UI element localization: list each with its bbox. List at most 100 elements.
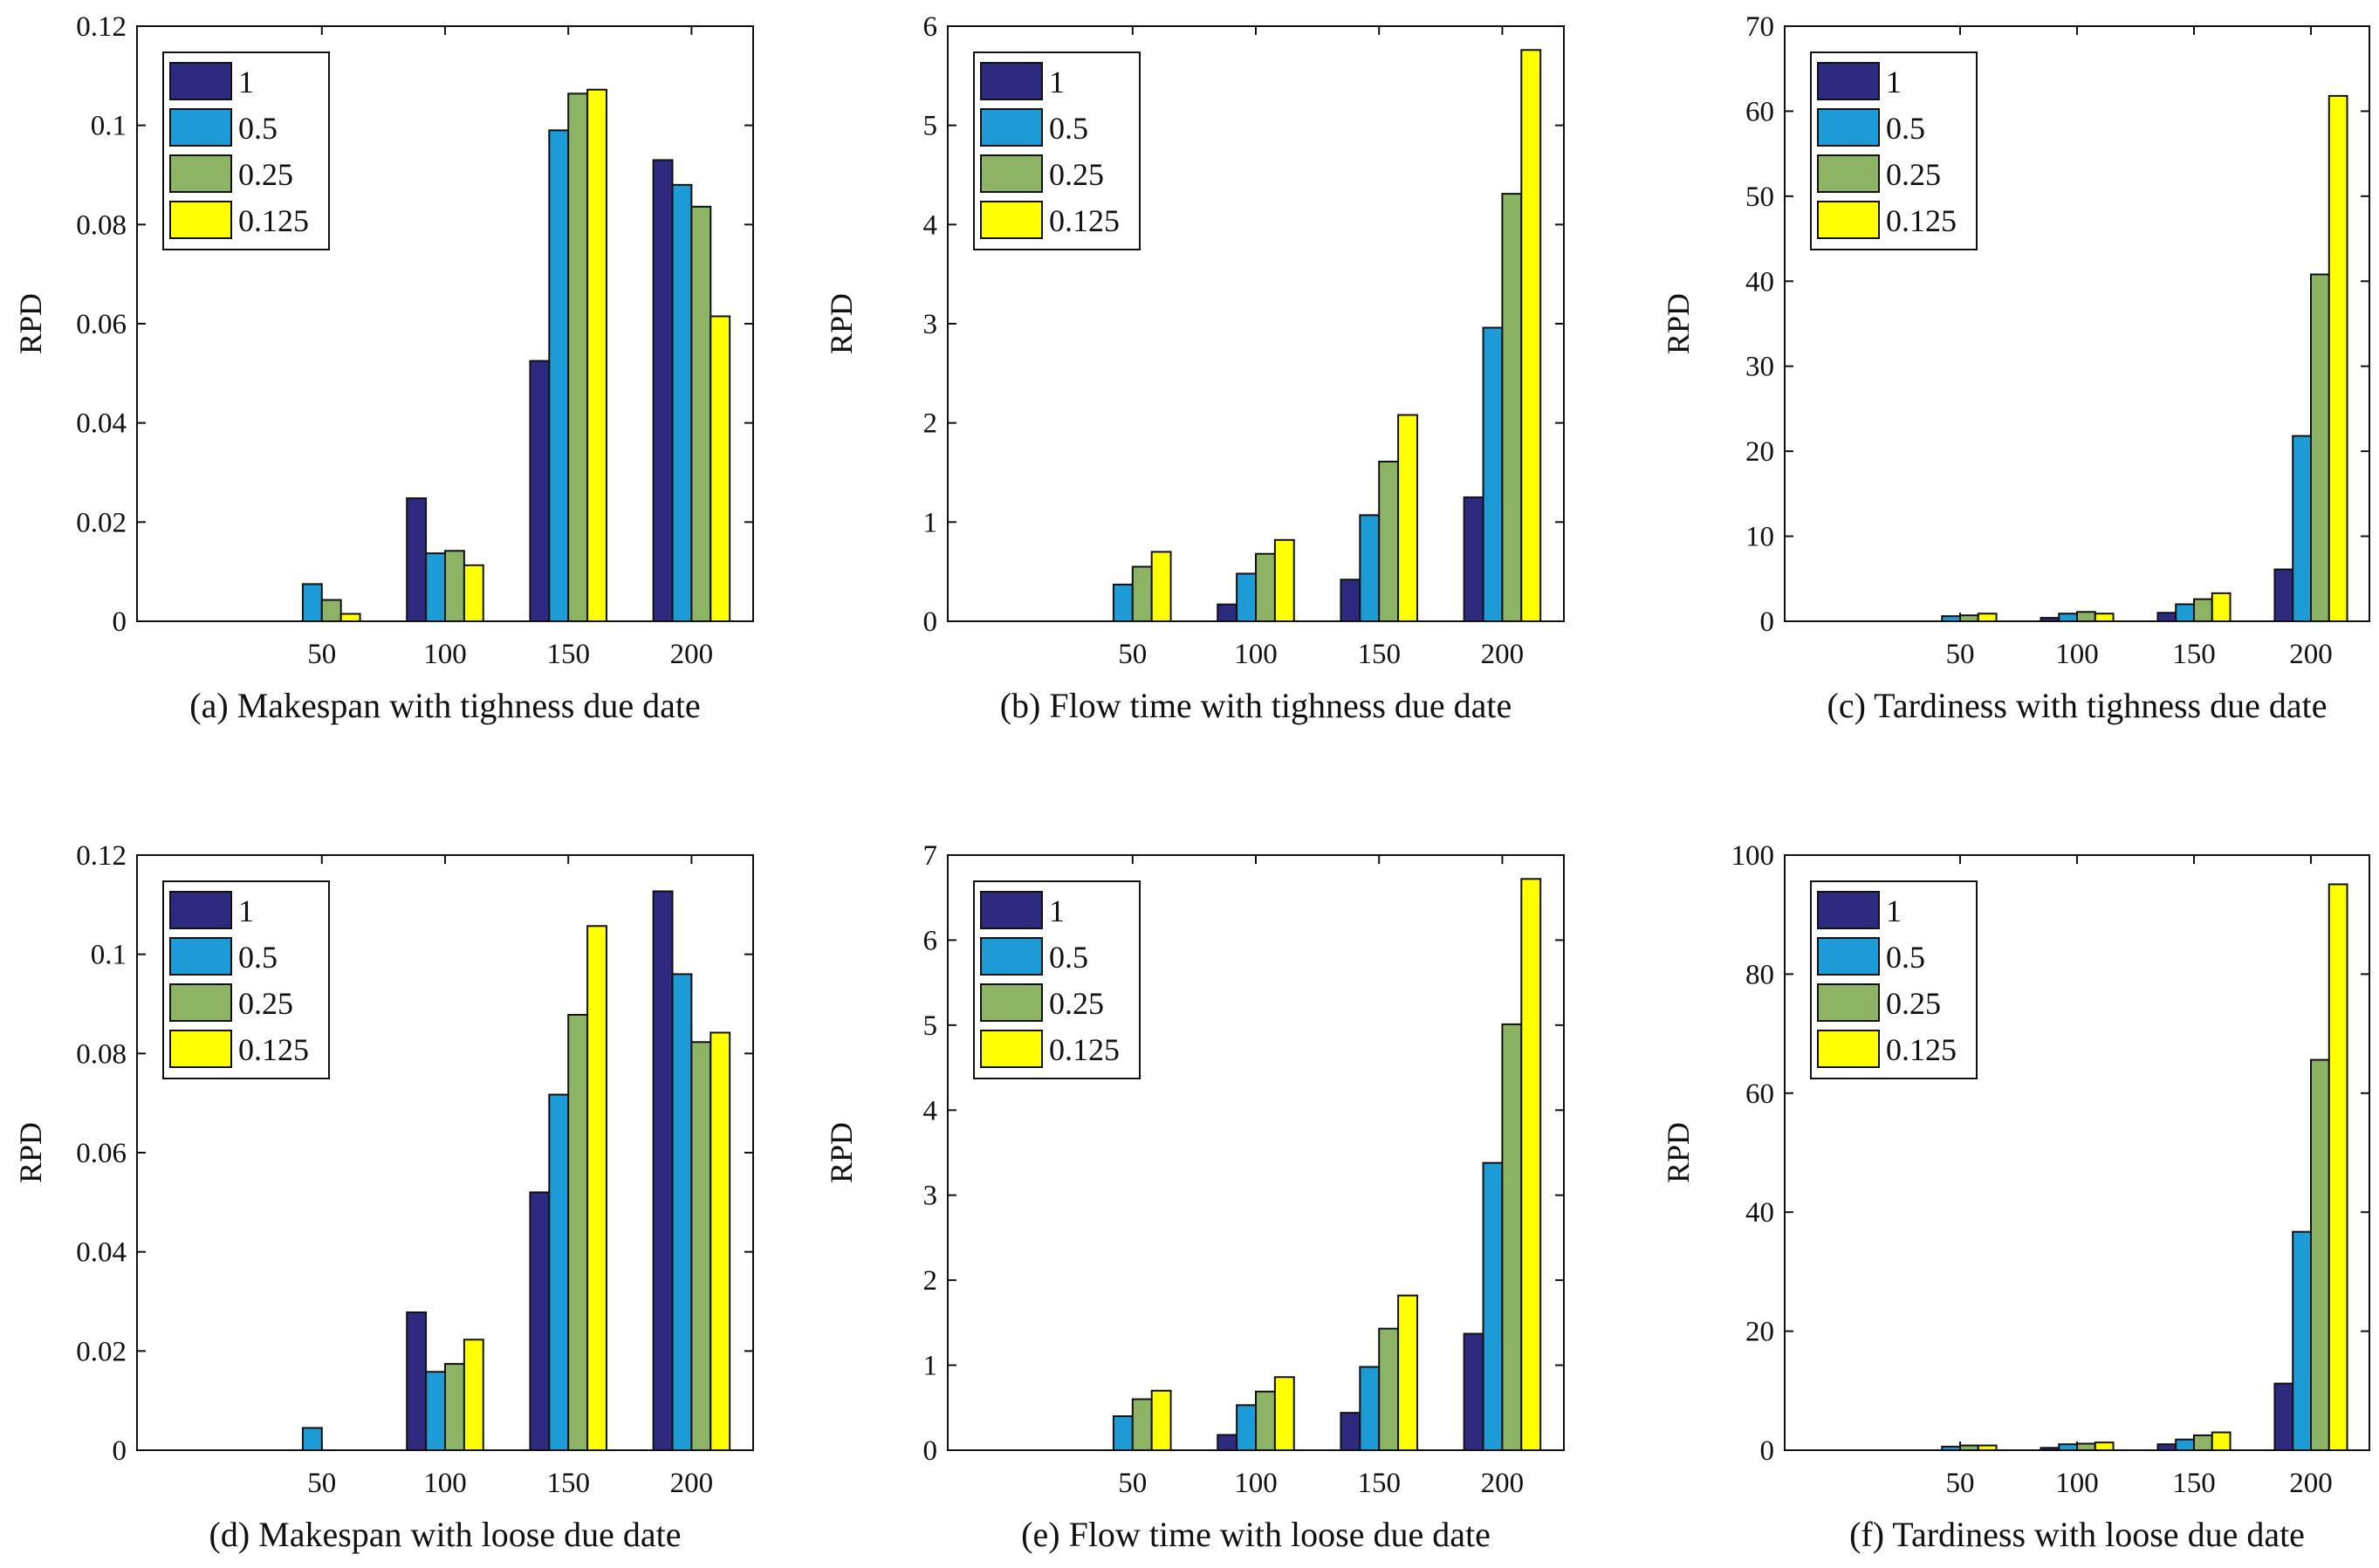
- bar-200-0.25: [690, 1041, 712, 1452]
- bar-50-0.25: [1959, 1444, 1979, 1451]
- x-tick-label: 50: [1946, 1468, 1975, 1499]
- panel-title: (e) Flow time with loose due date: [1021, 1515, 1491, 1554]
- legend-swatch: [980, 201, 1043, 239]
- x-tick-label: 200: [2289, 1468, 2333, 1499]
- bar-150-1: [2156, 1443, 2177, 1452]
- y-axis-label: RPD: [824, 293, 859, 354]
- legend-label: 1: [238, 65, 254, 99]
- y-tick-label: 0: [1760, 606, 1775, 638]
- bar-100-0.5: [1236, 1404, 1258, 1452]
- legend-swatch: [980, 983, 1043, 1022]
- bar-100-1: [1217, 603, 1238, 623]
- bar-150-1: [1340, 579, 1361, 623]
- legend-swatch: [980, 1030, 1043, 1068]
- legend-swatch: [980, 891, 1043, 929]
- bar-100-0.25: [444, 1363, 465, 1451]
- panel-title: (c) Tardiness with tighness due date: [1827, 686, 2328, 725]
- legend-label: 0.125: [238, 203, 309, 238]
- x-tick-label: 150: [1357, 1468, 1401, 1499]
- legend: 1 0.5 0.25 0.125: [162, 880, 330, 1079]
- y-tick-label: 5: [923, 1010, 938, 1042]
- legend-swatch: [169, 108, 232, 147]
- y-tick-label: 3: [923, 309, 938, 340]
- legend-label: 0.5: [238, 111, 278, 146]
- legend-label: 0.125: [1886, 203, 1957, 238]
- legend-swatch: [169, 154, 232, 193]
- legend-swatch: [980, 937, 1043, 976]
- panel-title: (f) Tardiness with loose due date: [1849, 1515, 2305, 1554]
- bar-100-0.125: [463, 1339, 484, 1452]
- bar-100-0.5: [2058, 1443, 2078, 1452]
- bar-50-0.125: [1977, 613, 1998, 623]
- y-tick-label: 2: [923, 408, 938, 440]
- bar-100-0.125: [2094, 1441, 2115, 1452]
- x-tick-label: 100: [1234, 639, 1278, 670]
- y-tick-label: 2: [923, 1265, 938, 1297]
- x-tick-label: 100: [423, 1468, 467, 1499]
- legend-label: 0.25: [1886, 157, 1941, 192]
- bar-50-0.125: [339, 613, 361, 622]
- y-tick-label: 0.1: [91, 940, 127, 971]
- y-tick-label: 30: [1745, 352, 1774, 383]
- x-tick-label: 200: [1481, 639, 1525, 670]
- bar-150-0.5: [548, 129, 570, 623]
- y-tick-label: 20: [1745, 436, 1774, 468]
- x-tick-label: 150: [2172, 1468, 2216, 1499]
- y-axis-label: RPD: [13, 1122, 48, 1183]
- legend-swatch: [1817, 201, 1880, 239]
- bar-100-0.5: [1236, 572, 1258, 623]
- bar-50-0.125: [1150, 1389, 1172, 1452]
- chart-panel: 0 20 40 60 80 100 50 100 150 200 RPD (f) Tardiness …: [1661, 840, 2370, 1554]
- bar-150-0.5: [548, 1093, 570, 1451]
- y-tick-label: 40: [1745, 1197, 1774, 1229]
- chart-panel: 0 0.02 0.04 0.06 0.08 0.1 0.12 50 100 150 200 RPD (d…: [13, 840, 754, 1554]
- x-tick-label: 150: [546, 1468, 590, 1499]
- y-tick-label: 4: [923, 209, 938, 241]
- legend-swatch: [980, 62, 1043, 100]
- y-tick-label: 50: [1745, 181, 1774, 213]
- y-axis-label: RPD: [13, 293, 48, 354]
- y-tick-label: 0.04: [76, 1237, 127, 1269]
- bar-150-0.25: [567, 92, 589, 622]
- bar-200-1: [652, 159, 674, 622]
- bar-150-0.5: [1359, 514, 1381, 622]
- y-tick-label: 0: [113, 1435, 127, 1467]
- bar-150-1: [529, 359, 551, 622]
- y-tick-label: 0: [923, 606, 938, 638]
- legend-swatch: [980, 108, 1043, 147]
- legend-swatch: [1817, 891, 1880, 929]
- bar-200-0.25: [690, 205, 712, 623]
- bar-200-0.5: [671, 973, 693, 1451]
- bar-100-0.125: [463, 564, 484, 622]
- y-tick-label: 60: [1745, 1078, 1774, 1110]
- legend-label: 0.125: [1049, 1032, 1120, 1067]
- bar-150-0.125: [1397, 414, 1418, 622]
- bar-150-0.125: [586, 925, 607, 1451]
- legend-swatch: [169, 937, 232, 976]
- legend-label: 0.25: [238, 157, 293, 192]
- bar-50-0.5: [301, 1427, 323, 1452]
- legend: 1 0.5 0.25 0.125: [973, 51, 1141, 250]
- legend-label: 1: [1886, 65, 1902, 99]
- legend-label: 1: [1049, 894, 1065, 928]
- bar-150-0.25: [1378, 460, 1400, 622]
- bar-150-0.25: [567, 1014, 589, 1451]
- y-axis-label: RPD: [824, 1122, 859, 1183]
- legend-swatch: [169, 891, 232, 929]
- bar-100-1: [406, 497, 428, 623]
- bar-100-0.5: [2058, 613, 2078, 623]
- bar-50-0.5: [301, 583, 323, 622]
- legend-label: 0.125: [1886, 1032, 1957, 1067]
- bar-100-0.25: [2076, 1442, 2096, 1452]
- panel-title: (d) Makespan with loose due date: [209, 1515, 682, 1554]
- bar-200-0.5: [1482, 326, 1504, 622]
- y-tick-label: 7: [923, 840, 938, 872]
- y-tick-label: 0.12: [76, 840, 127, 872]
- legend-swatch: [1817, 62, 1880, 100]
- y-tick-label: 6: [923, 925, 938, 956]
- bar-150-0.25: [2193, 598, 2213, 623]
- legend-label: 1: [1886, 894, 1902, 928]
- bar-200-0.25: [1501, 193, 1523, 622]
- bar-200-1: [1463, 1332, 1484, 1451]
